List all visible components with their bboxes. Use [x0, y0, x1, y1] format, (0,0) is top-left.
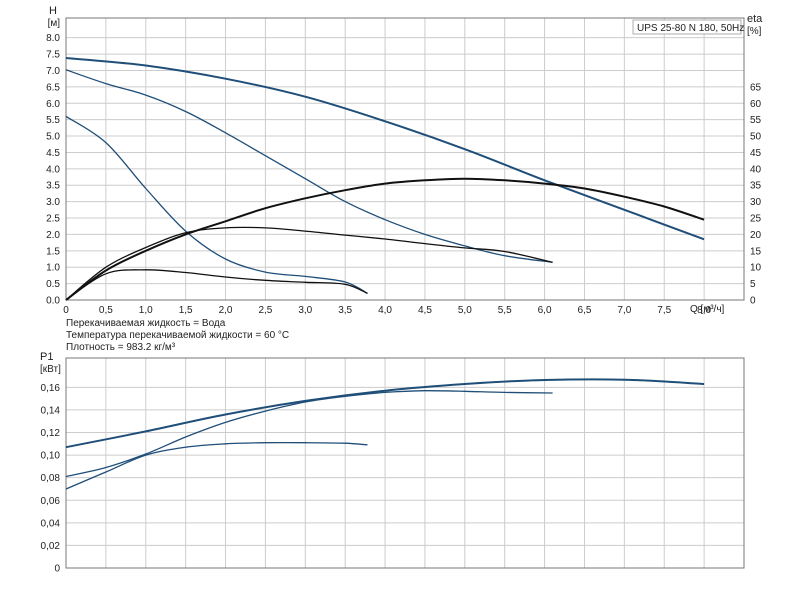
y2-tick-label: 40 — [750, 164, 762, 175]
y-tick-label: 5.5 — [46, 115, 60, 126]
y2-tick-label: 10 — [750, 263, 762, 274]
power-tick-label: 0,08 — [41, 473, 61, 484]
x-tick-label: 7,0 — [617, 305, 631, 316]
x-axis-label: Q [м³/ч] — [690, 304, 725, 315]
x-tick-label: 7,5 — [657, 305, 671, 316]
y-tick-label: 3.5 — [46, 181, 60, 192]
x-tick-label: 3,0 — [298, 305, 312, 316]
power-tick-label: 0,10 — [41, 451, 61, 462]
power-curve-3 — [65, 441, 368, 490]
info-line-density: Плотность = 983.2 кг/м³ — [66, 342, 176, 353]
y2-tick-label: 30 — [750, 197, 762, 208]
x-tick-label: 5,0 — [458, 305, 472, 316]
efficiency-curve-3 — [65, 269, 368, 301]
y-tick-label: 0.0 — [46, 296, 60, 307]
efficiency-curve-1 — [65, 177, 705, 301]
y-tick-label: 8.0 — [46, 33, 60, 44]
info-line-fluid: Перекачиваемая жидкость = Вода — [66, 318, 226, 329]
y2-tick-label: 55 — [750, 115, 762, 126]
y-tick-label: 2.5 — [46, 214, 60, 225]
y2-tick-label: 45 — [750, 148, 762, 159]
y2-axis-label: eta [%] — [747, 13, 765, 37]
top-y2-tick-labels: 0 5 10 15 20 25 30 35 40 45 50 55 60 65 — [750, 82, 762, 306]
y-tick-label: 4.5 — [46, 148, 60, 159]
y-tick-label: 0.5 — [46, 279, 60, 290]
y-tick-label: 1.0 — [46, 263, 60, 274]
bottom-y-tick-labels: 0 0,02 0,04 0,06 0,08 0,10 0,12 0,14 0,16 — [41, 383, 61, 575]
head-curve-1 — [65, 57, 705, 241]
power-tick-label: 0,06 — [41, 496, 61, 507]
power-curve-2 — [65, 390, 553, 478]
y2-axis-label-symbol: eta — [747, 13, 763, 25]
x-tick-label: 5,5 — [498, 305, 512, 316]
power-curves — [65, 378, 705, 490]
bottom-chart-grid — [65, 358, 744, 569]
chart-title: UPS 25-80 N 180, 50Hz — [637, 23, 744, 34]
x-tick-label: 0 — [63, 305, 69, 316]
head-curves — [65, 57, 705, 294]
x-tick-label: 8,0 — [697, 305, 711, 316]
y2-tick-label: 35 — [750, 181, 762, 192]
efficiency-curves — [65, 177, 705, 301]
y2-tick-label: 0 — [750, 296, 756, 307]
y-tick-label: 7.5 — [46, 50, 60, 61]
bottom-plot-frame — [65, 357, 745, 569]
top-x-tick-labels: 0 0,5 1,0 1,5 2,0 2,5 3,0 3,5 4,0 4,5 5,0 5,5 6,0 6,5… — [63, 305, 711, 316]
x-tick-label: 0,5 — [99, 305, 113, 316]
power-tick-label: 0,02 — [41, 541, 61, 552]
x-tick-label: 2,5 — [258, 305, 272, 316]
y2-tick-label: 5 — [750, 279, 756, 290]
info-line-temperature: Температура перекачиваемой жидкости = 60… — [66, 330, 289, 341]
x-tick-label: 4,0 — [378, 305, 392, 316]
power-tick-label: 0 — [54, 564, 60, 575]
power-axis-label: P1 [кВт] — [40, 351, 61, 375]
y-tick-label: 4.0 — [46, 164, 60, 175]
y-tick-label: 7.0 — [46, 66, 60, 77]
y2-tick-label: 20 — [750, 230, 762, 241]
head-curve-3 — [65, 115, 368, 294]
y2-tick-label: 50 — [750, 132, 762, 143]
y-axis-label-symbol: H — [49, 5, 57, 17]
y-axis-label-unit: [м] — [48, 18, 61, 29]
y2-axis-label-unit: [%] — [747, 26, 762, 37]
x-tick-label: 2,0 — [219, 305, 233, 316]
top-chart-grid — [65, 18, 744, 301]
x-tick-label: 1,5 — [179, 305, 193, 316]
y2-tick-label: 65 — [750, 82, 762, 93]
x-tick-label: 6,0 — [538, 305, 552, 316]
power-tick-label: 0,14 — [41, 405, 61, 416]
x-tick-label: 6,5 — [578, 305, 592, 316]
power-tick-label: 0,16 — [41, 383, 61, 394]
top-y-tick-labels: 0.0 0.5 1.0 1.5 2.0 2.5 3.0 3.5 4.0 4.5 5.0 5.5 6.0 6… — [46, 33, 60, 306]
power-tick-label: 0,04 — [41, 518, 61, 529]
y-tick-label: 3.0 — [46, 197, 60, 208]
y-tick-label: 2.0 — [46, 230, 60, 241]
x-tick-label: 3,5 — [338, 305, 352, 316]
x-tick-label: 1,0 — [139, 305, 153, 316]
y-tick-label: 6.0 — [46, 99, 60, 110]
power-tick-label: 0,12 — [41, 428, 61, 439]
y2-tick-label: 15 — [750, 246, 762, 257]
power-curve-1 — [65, 378, 705, 449]
title-box — [632, 19, 742, 35]
y-tick-label: 6.5 — [46, 82, 60, 93]
y2-tick-label: 25 — [750, 214, 762, 225]
y-axis-label: H [м] — [48, 5, 61, 29]
top-plot-frame — [65, 17, 745, 301]
power-axis-label-symbol: P1 — [40, 351, 53, 363]
efficiency-curve-2 — [65, 226, 553, 301]
power-axis-label-unit: [кВт] — [40, 364, 61, 375]
y-tick-label: 1.5 — [46, 246, 60, 257]
y-tick-label: 5.0 — [46, 132, 60, 143]
head-curve-2 — [65, 69, 553, 263]
y2-tick-label: 60 — [750, 99, 762, 110]
x-tick-label: 4,5 — [418, 305, 432, 316]
